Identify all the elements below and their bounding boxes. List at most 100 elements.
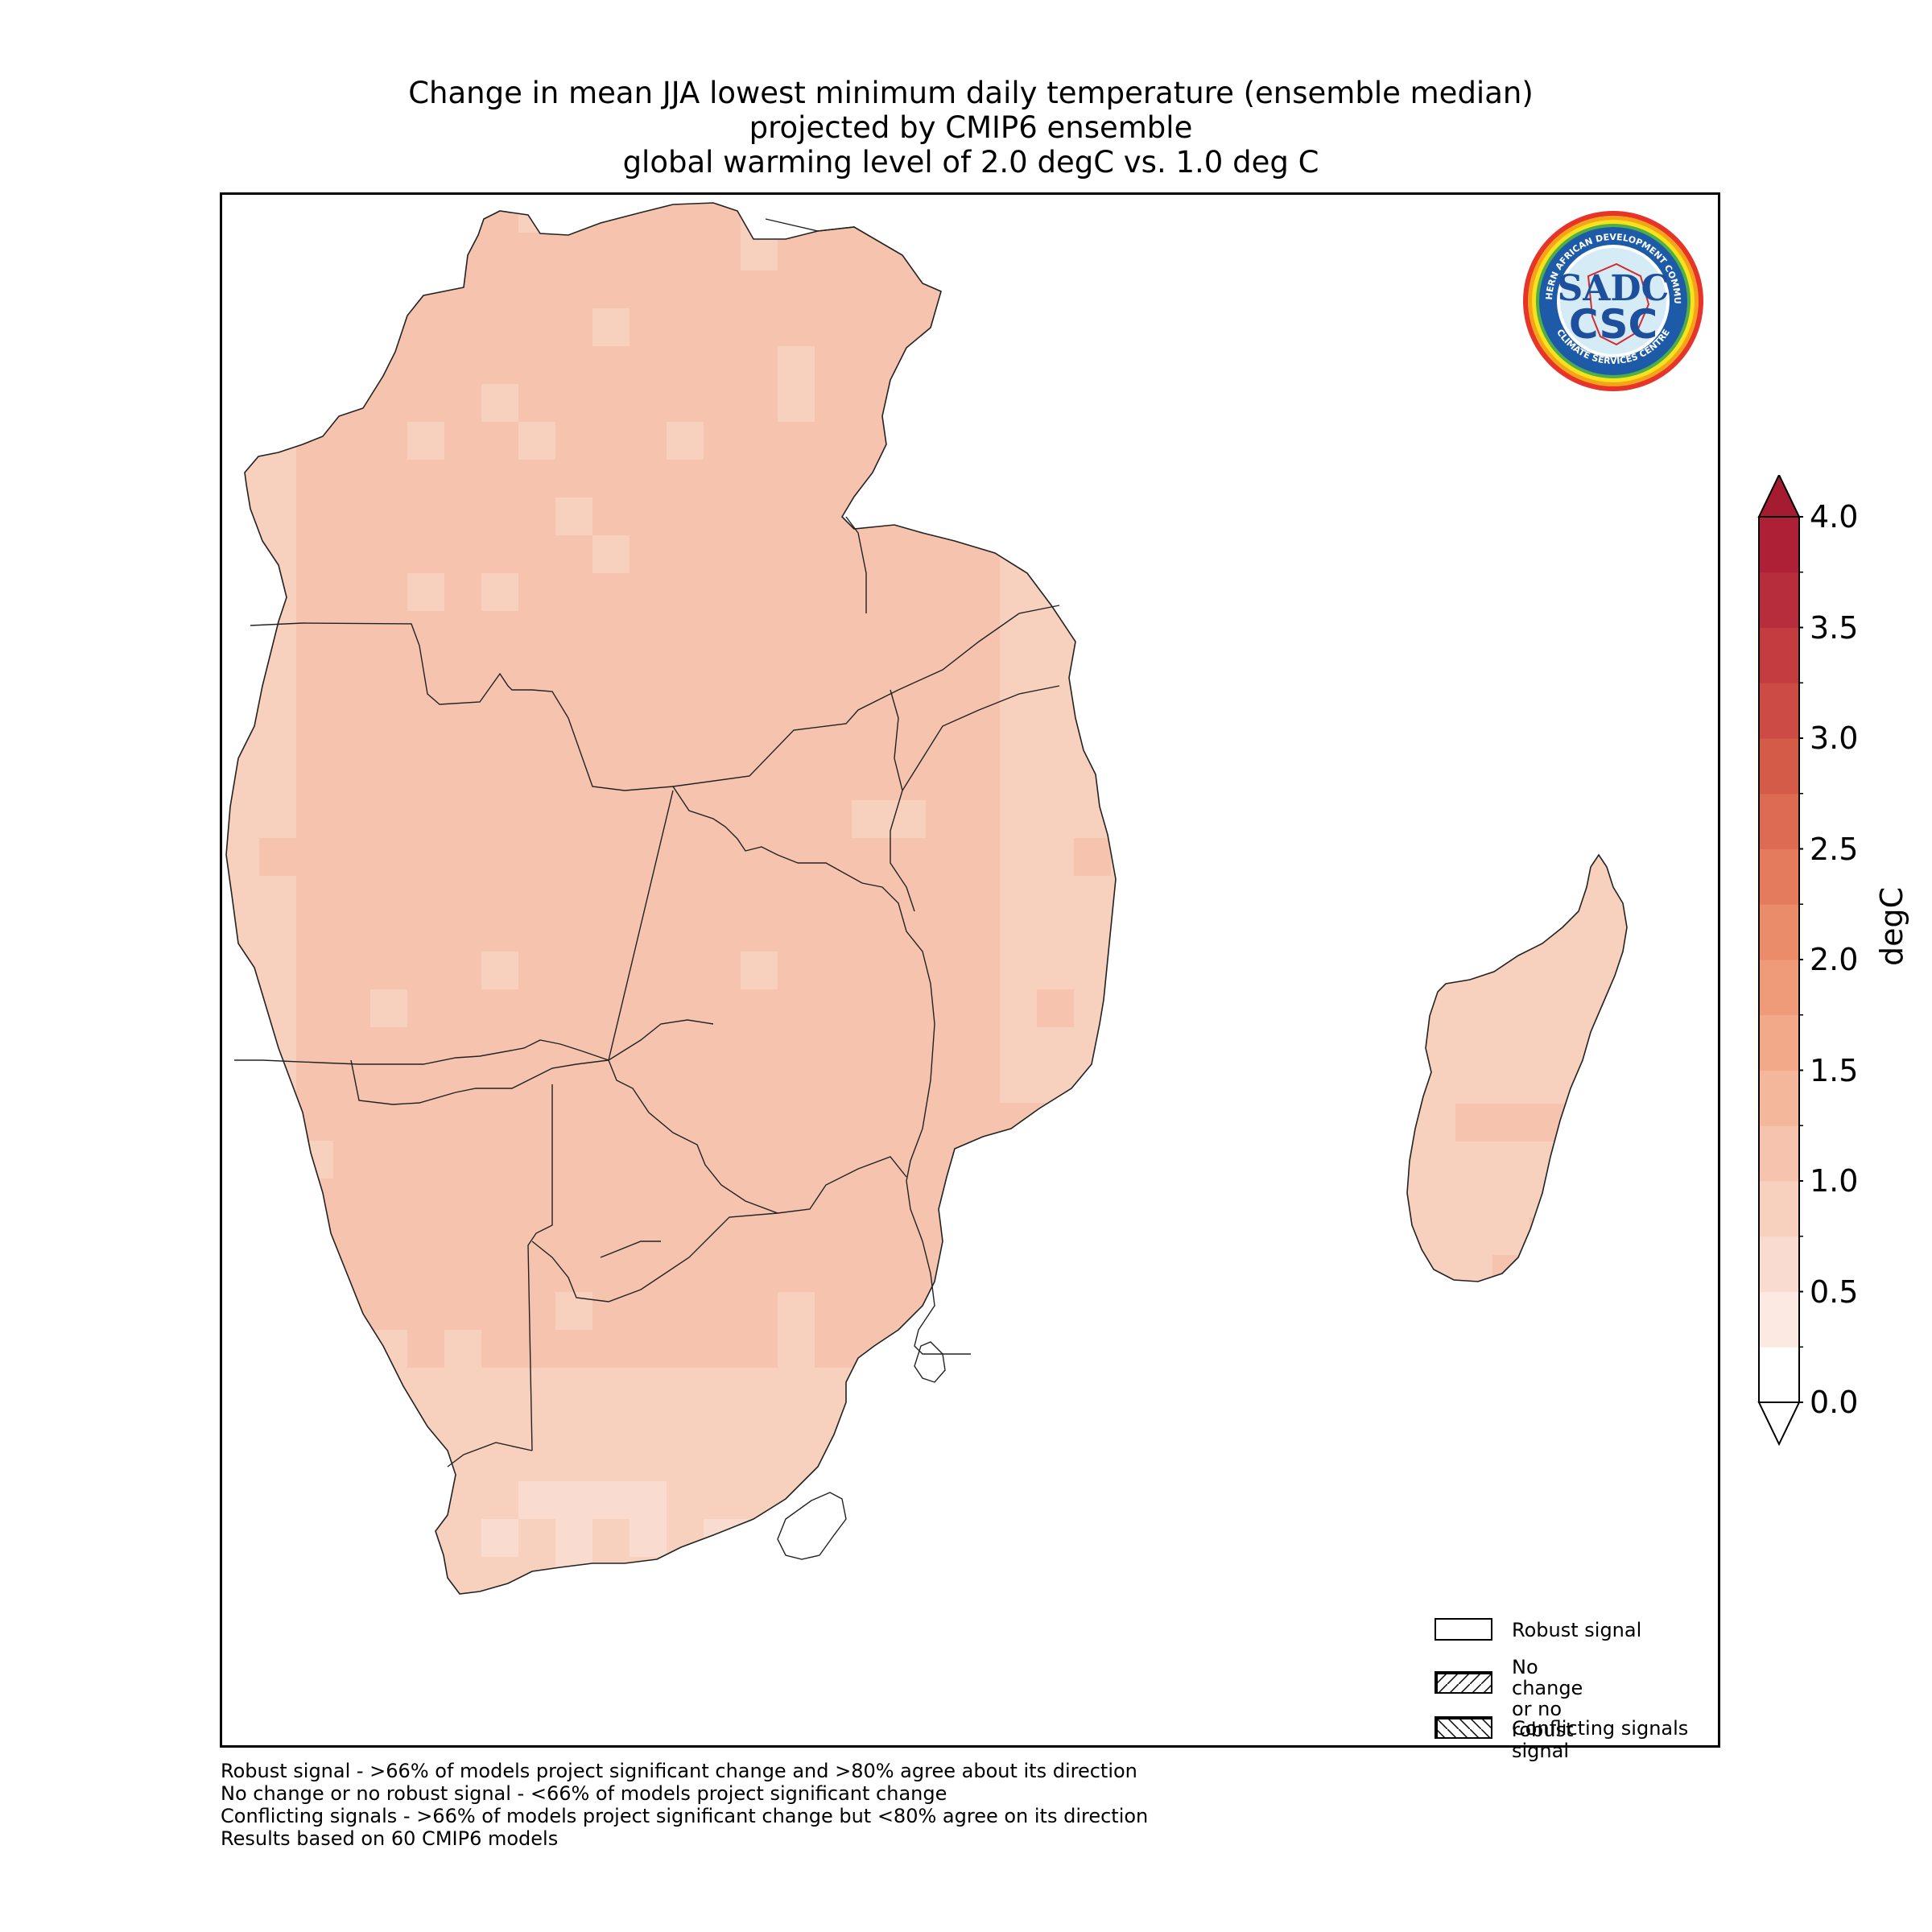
grid-cell bbox=[1111, 724, 1116, 763]
grid-cell bbox=[889, 1481, 927, 1520]
grid-cell bbox=[815, 422, 852, 460]
grid-cell bbox=[1000, 270, 1038, 309]
colorbar-tick-label: 3.0 bbox=[1810, 720, 1859, 756]
grid-cell bbox=[259, 270, 297, 309]
grid-cell bbox=[963, 203, 1001, 233]
grid-cell bbox=[1000, 1027, 1038, 1066]
grid-cell bbox=[226, 649, 260, 687]
grid-cell bbox=[407, 270, 445, 309]
grid-cell bbox=[926, 876, 964, 914]
grid-cell bbox=[630, 1179, 667, 1217]
grid-cell bbox=[963, 1670, 1001, 1709]
grid-cell bbox=[1604, 1217, 1627, 1256]
grid-cell bbox=[1111, 876, 1116, 914]
grid-cell bbox=[704, 1595, 741, 1633]
grid-cell bbox=[555, 1443, 593, 1482]
grid-cell bbox=[333, 1481, 371, 1520]
grid-cell bbox=[1111, 384, 1116, 423]
grid-cell bbox=[815, 233, 852, 271]
grid-cell bbox=[1111, 989, 1116, 1028]
grid-cell bbox=[555, 1179, 593, 1217]
grid-cell bbox=[741, 1103, 778, 1141]
grid-cell bbox=[1492, 1141, 1530, 1180]
grid-cell bbox=[1037, 1065, 1075, 1104]
grid-cell bbox=[407, 422, 445, 460]
grid-cell bbox=[1037, 649, 1075, 687]
grid-cell bbox=[630, 649, 667, 687]
grid-cell bbox=[889, 876, 927, 914]
grid-cell bbox=[407, 1179, 445, 1217]
grid-cell bbox=[226, 1519, 260, 1558]
grid-cell bbox=[1455, 914, 1493, 953]
grid-cell bbox=[444, 1292, 482, 1331]
grid-cell bbox=[1074, 1557, 1112, 1594]
footnote-models: Results based on 60 CMIP6 models bbox=[221, 1827, 559, 1850]
grid-cell bbox=[333, 1027, 371, 1066]
grid-cell bbox=[778, 724, 815, 763]
grid-cell bbox=[1492, 1066, 1530, 1104]
grid-cell bbox=[296, 1708, 334, 1745]
grid-cell bbox=[704, 1443, 741, 1482]
grid-cell bbox=[226, 497, 260, 536]
grid-cell bbox=[704, 535, 741, 574]
grid-cell bbox=[226, 1216, 260, 1255]
grid-cell bbox=[259, 952, 297, 990]
grid-cell bbox=[407, 611, 445, 650]
grid-cell bbox=[1037, 270, 1075, 309]
grid-cell bbox=[555, 1254, 593, 1293]
grid-cell bbox=[555, 1481, 593, 1520]
grid-cell bbox=[926, 1595, 964, 1633]
grid-cell bbox=[1530, 855, 1567, 877]
grid-cell bbox=[1604, 1255, 1627, 1282]
grid-cell bbox=[815, 1557, 852, 1594]
grid-cell bbox=[778, 460, 815, 498]
grid-cell bbox=[778, 535, 815, 574]
grid-cell bbox=[296, 1406, 334, 1444]
grid-cell bbox=[226, 233, 260, 271]
grid-cell bbox=[518, 1595, 556, 1633]
grid-cell bbox=[704, 800, 741, 839]
grid-cell bbox=[333, 1519, 371, 1558]
grid-cell bbox=[226, 1406, 260, 1444]
grid-cell bbox=[481, 422, 519, 460]
grid-cell bbox=[704, 914, 741, 952]
grid-cell bbox=[630, 384, 667, 423]
grid-cell bbox=[852, 1595, 890, 1633]
grid-cell bbox=[1000, 1595, 1038, 1633]
grid-cell bbox=[704, 1216, 741, 1255]
grid-cell bbox=[592, 1368, 630, 1406]
colorbar-tick-label: 1.0 bbox=[1810, 1163, 1859, 1199]
grid-cell bbox=[1567, 952, 1604, 991]
grid-cell bbox=[741, 535, 778, 574]
grid-cell bbox=[555, 422, 593, 460]
logo-mark-bottom: CSC bbox=[1569, 301, 1657, 348]
grid-cell bbox=[370, 460, 408, 498]
grid-cell bbox=[259, 1519, 297, 1558]
grid-cell bbox=[926, 346, 964, 385]
grid-cell bbox=[481, 1103, 519, 1141]
grid-cell bbox=[370, 422, 408, 460]
grid-cell bbox=[296, 989, 334, 1028]
grid-cell bbox=[1037, 497, 1075, 536]
grid-cell bbox=[259, 1443, 297, 1482]
grid-cell bbox=[1604, 877, 1627, 915]
grid-cell bbox=[222, 1708, 260, 1745]
grid-cell bbox=[370, 1481, 408, 1520]
grid-cell bbox=[630, 989, 667, 1028]
grid-cell bbox=[1567, 914, 1604, 953]
grid-cell bbox=[630, 497, 667, 536]
grid-cell bbox=[1641, 1255, 1678, 1294]
grid-cell bbox=[296, 611, 334, 650]
grid-cell bbox=[1407, 1255, 1419, 1282]
grid-cell bbox=[518, 384, 556, 423]
grid-cell bbox=[1641, 877, 1678, 915]
grid-cell bbox=[815, 876, 852, 914]
grid-cell bbox=[852, 535, 890, 574]
grid-cell bbox=[370, 1595, 408, 1633]
grid-cell bbox=[296, 535, 334, 574]
grid-cell bbox=[1000, 1557, 1038, 1594]
grid-cell bbox=[1492, 952, 1530, 991]
grid-cell bbox=[296, 1330, 334, 1368]
grid-cell bbox=[1000, 1406, 1038, 1444]
grid-cell bbox=[1567, 1217, 1604, 1256]
